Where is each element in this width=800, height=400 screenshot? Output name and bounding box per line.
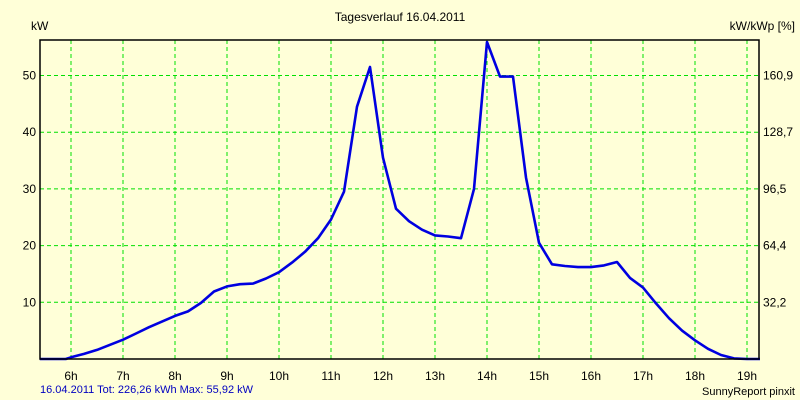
x-tick-label: 9h — [220, 369, 233, 383]
x-tick-label: 17h — [633, 369, 653, 383]
x-tick-label: 15h — [529, 369, 549, 383]
y-tick-label: 50 — [23, 69, 37, 83]
credit-label: SunnyReport pinxit — [702, 386, 795, 398]
y-axis-label-right: kW/kWp [%] — [729, 19, 795, 33]
x-tick-label: 16h — [581, 369, 601, 383]
x-axis-ticks: 6h 7h 8h 9h 10h 11h 12h 13h 14h 15h 16h 17h 18h 19h — [64, 369, 757, 383]
x-tick-label: 18h — [685, 369, 705, 383]
y2-tick-label: 96,5 — [763, 182, 787, 196]
y2-tick-label: 160,9 — [763, 69, 793, 83]
x-tick-label: 8h — [168, 369, 181, 383]
x-tick-label: 14h — [477, 369, 497, 383]
y2-tick-label: 128,7 — [763, 125, 793, 139]
y2-tick-label: 32,2 — [763, 295, 787, 309]
y-tick-label: 40 — [23, 125, 37, 139]
grid-lines — [40, 40, 759, 359]
y-tick-label: 30 — [23, 182, 37, 196]
chart-title: Tagesverlauf 16.04.2011 — [334, 10, 466, 24]
x-tick-label: 13h — [425, 369, 445, 383]
y-tick-label: 20 — [23, 239, 37, 253]
plot-frame — [39, 39, 760, 360]
y-axis-label-left: kW — [31, 19, 49, 33]
y2-axis-ticks: 32,2 64,4 96,5 128,7 160,9 — [763, 69, 793, 310]
daily-summary: 16.04.2011 Tot: 226,26 kWh Max: 55,92 kW — [40, 384, 253, 396]
x-tick-label: 7h — [116, 369, 129, 383]
x-tick-label: 6h — [64, 369, 77, 383]
y2-tick-label: 64,4 — [763, 239, 787, 253]
y-tick-label: 10 — [23, 295, 37, 309]
x-tick-label: 12h — [373, 369, 393, 383]
power-line-series — [39, 40, 760, 361]
y-axis-ticks: 10 20 30 40 50 — [23, 69, 37, 310]
x-tick-label: 10h — [269, 369, 289, 383]
x-tick-label: 19h — [737, 369, 757, 383]
x-tick-label: 11h — [321, 369, 340, 383]
